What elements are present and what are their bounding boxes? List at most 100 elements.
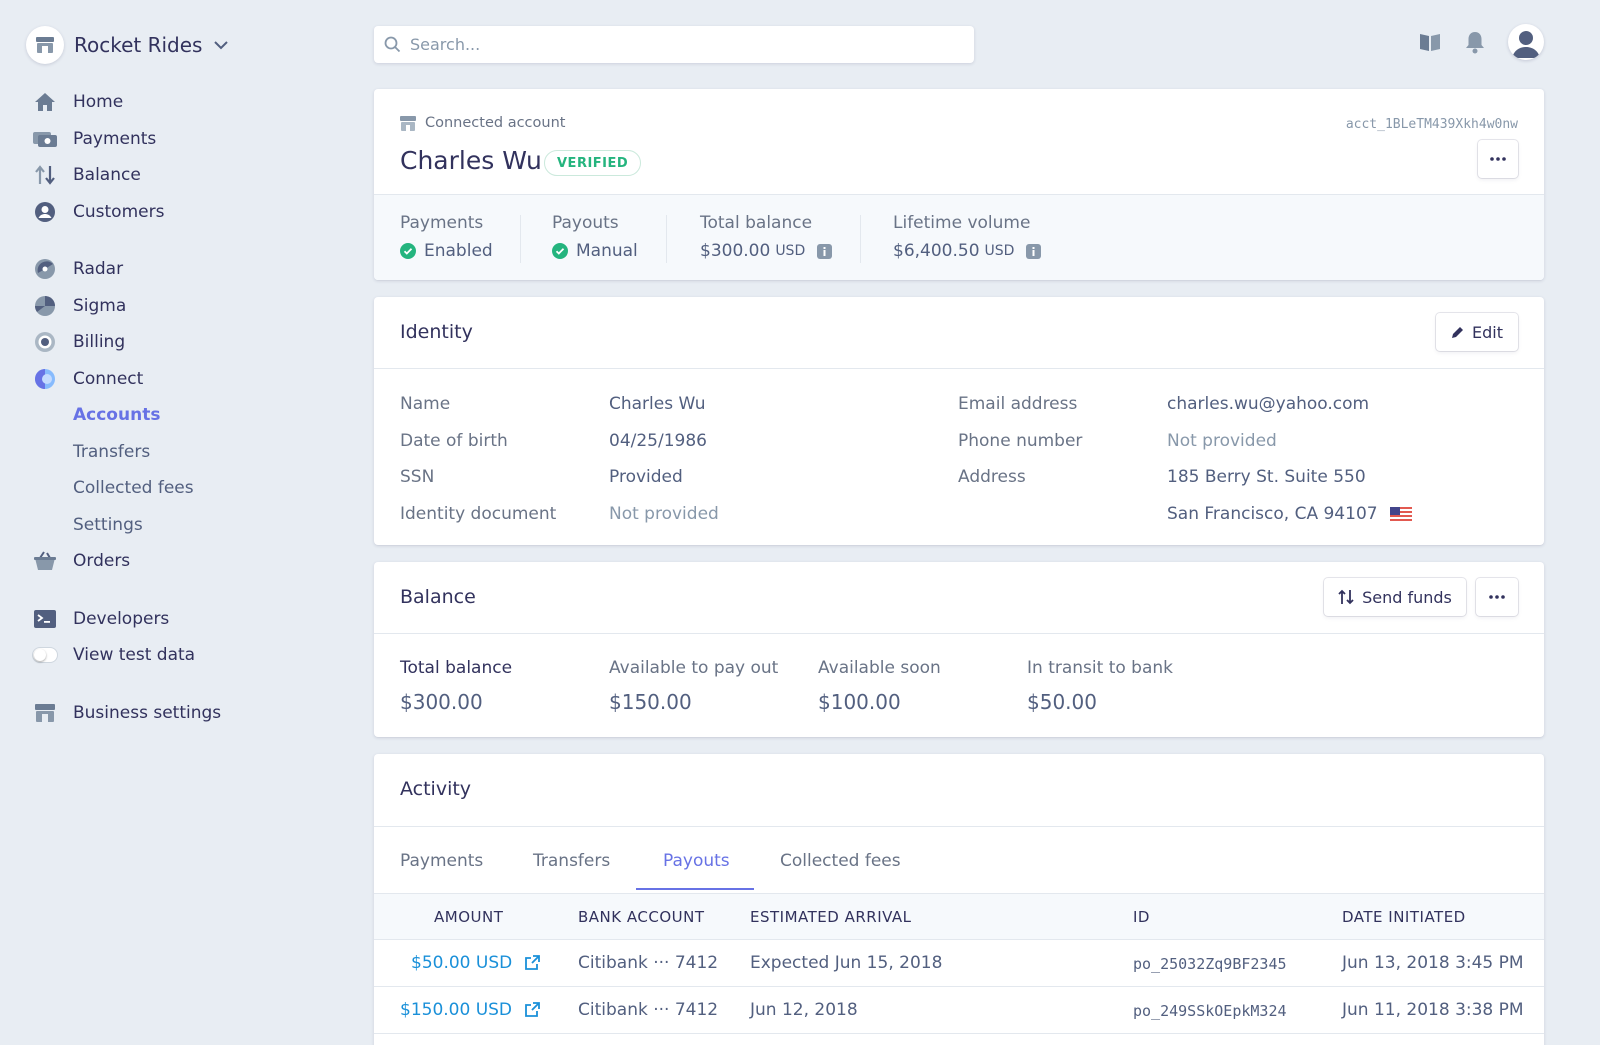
stat-lifetime-volume: Lifetime volume $6,400.50 USD <box>893 213 1042 261</box>
transfer-arrows-icon <box>1338 589 1354 605</box>
nav-connect-label: Connect <box>73 368 144 389</box>
tab-transfers[interactable]: Transfers <box>533 851 611 871</box>
nav-connect[interactable]: Connect <box>32 361 352 398</box>
nav-spacer <box>32 674 352 695</box>
col-estimated-arrival[interactable]: ESTIMATED ARRIVAL <box>750 908 912 926</box>
nav-radar[interactable]: Radar <box>32 251 352 288</box>
account-more-button[interactable] <box>1478 140 1518 178</box>
payout-amount-link[interactable]: $50.00 USD <box>411 953 541 973</box>
col-date-initiated[interactable]: DATE INITIATED <box>1342 908 1466 926</box>
verified-badge: VERIFIED <box>544 150 642 176</box>
external-link-icon[interactable] <box>524 955 541 971</box>
col-bank-account[interactable]: BANK ACCOUNT <box>578 908 705 926</box>
account-summary-card: Connected account acct_1BLeTM439Xkh4w0nw… <box>374 89 1544 280</box>
pencil-icon <box>1451 326 1464 339</box>
tab-payments[interactable]: Payments <box>400 851 484 871</box>
address-label: Address <box>958 467 1026 487</box>
nav-orders[interactable]: Orders <box>32 543 352 580</box>
tab-payouts[interactable]: Payouts <box>663 851 730 871</box>
nav-payments[interactable]: Payments <box>32 121 352 158</box>
customer-icon <box>32 199 58 225</box>
external-link-icon[interactable] <box>524 1002 540 1018</box>
balance-in-transit: In transit to bank $50.00 <box>1027 658 1173 714</box>
nav-home[interactable]: Home <box>32 84 352 121</box>
nav-business-settings[interactable]: Business settings <box>32 695 352 732</box>
ssn-value: Provided <box>609 467 683 487</box>
nav-balance[interactable]: Balance <box>32 157 352 194</box>
search-icon <box>384 36 401 53</box>
email-label: Email address <box>958 394 1078 414</box>
nav-spacer <box>32 230 352 251</box>
payout-bank: Citibank ··· 7412 <box>578 953 719 973</box>
connected-account-label: Connected account <box>400 115 565 131</box>
balance-arrows-icon <box>32 162 58 188</box>
balance-title: Balance <box>400 586 476 608</box>
dob-label: Date of birth <box>400 431 508 451</box>
balance-divider <box>374 633 1544 634</box>
balance-card: Balance Send funds Total balance $300.00… <box>374 562 1544 737</box>
payout-arrival: Jun 12, 2018 <box>750 1000 858 1020</box>
phone-label: Phone number <box>958 431 1083 451</box>
store-icon <box>26 26 64 64</box>
payments-icon <box>32 126 58 152</box>
sigma-icon <box>32 293 58 319</box>
dob-value: 04/25/1986 <box>609 431 707 451</box>
nav-radar-label: Radar <box>73 259 124 280</box>
stat-payouts: Payouts Manual <box>552 213 638 261</box>
nav-payments-label: Payments <box>73 128 157 149</box>
nav-transfers[interactable]: Transfers <box>73 441 151 462</box>
user-avatar[interactable] <box>1508 24 1544 60</box>
nav-view-test-data-label: View test data <box>73 645 196 666</box>
info-icon[interactable] <box>1026 243 1042 259</box>
identity-document-value: Not provided <box>609 504 719 524</box>
tab-collected-fees[interactable]: Collected fees <box>780 851 901 871</box>
main-nav: Home Payments Balance Customers Radar <box>32 84 352 731</box>
col-id[interactable]: ID <box>1133 908 1150 926</box>
check-circle-icon <box>400 243 416 259</box>
store-icon <box>400 115 416 131</box>
identity-document-label: Identity document <box>400 504 557 524</box>
table-row[interactable]: $50.00 USD Citibank ··· 7412 Expected Ju… <box>374 940 1544 987</box>
balance-available: Available to pay out $150.00 <box>609 658 779 714</box>
nav-view-test-data[interactable]: View test data <box>32 637 352 674</box>
store-icon <box>32 700 58 726</box>
nav-billing[interactable]: Billing <box>32 324 352 361</box>
notifications-bell-icon[interactable] <box>1464 30 1486 54</box>
send-funds-button[interactable]: Send funds <box>1324 578 1466 616</box>
account-switcher[interactable]: Rocket Rides <box>26 26 229 64</box>
docs-book-icon[interactable] <box>1418 31 1442 53</box>
sidebar: Rocket Rides Home Payments Balance <box>0 0 360 1045</box>
search-bar[interactable] <box>374 26 974 63</box>
stat-payments: Payments Enabled <box>400 213 493 261</box>
table-row[interactable]: $150.00 USD Citibank ··· 7412 Jun 12, 20… <box>374 987 1544 1034</box>
nav-sigma[interactable]: Sigma <box>32 288 352 325</box>
nav-billing-label: Billing <box>73 332 126 353</box>
test-data-toggle[interactable] <box>32 642 58 668</box>
nav-settings[interactable]: Settings <box>73 514 143 535</box>
col-amount[interactable]: AMOUNT <box>434 908 504 926</box>
ssn-label: SSN <box>400 467 435 487</box>
payout-date: Jun 11, 2018 3:38 PM <box>1342 1000 1524 1020</box>
identity-title: Identity <box>400 321 473 343</box>
account-id: acct_1BLeTM439Xkh4w0nw <box>1345 117 1518 132</box>
ellipsis-icon <box>1490 157 1506 161</box>
nav-orders-label: Orders <box>73 551 131 572</box>
search-input[interactable] <box>410 35 950 54</box>
edit-identity-button[interactable]: Edit <box>1436 313 1518 351</box>
balance-more-button[interactable] <box>1476 578 1518 616</box>
info-icon[interactable] <box>817 243 833 259</box>
payout-arrival: Expected Jun 15, 2018 <box>750 953 943 973</box>
nav-customers[interactable]: Customers <box>32 194 352 231</box>
nav-collected-fees[interactable]: Collected fees <box>73 478 194 499</box>
stat-total-balance: Total balance $300.00 USD <box>700 213 833 261</box>
radar-icon <box>32 256 58 282</box>
nav-developers[interactable]: Developers <box>32 601 352 638</box>
payout-date: Jun 13, 2018 3:45 PM <box>1342 953 1524 973</box>
phone-value: Not provided <box>1167 431 1277 451</box>
connect-icon <box>32 366 58 392</box>
nav-accounts[interactable]: Accounts <box>73 405 161 426</box>
identity-divider <box>374 368 1544 369</box>
active-tab-indicator <box>636 888 754 890</box>
payout-bank: Citibank ··· 7412 <box>578 1000 719 1020</box>
payout-amount-link[interactable]: $150.00 USD <box>400 1000 540 1020</box>
